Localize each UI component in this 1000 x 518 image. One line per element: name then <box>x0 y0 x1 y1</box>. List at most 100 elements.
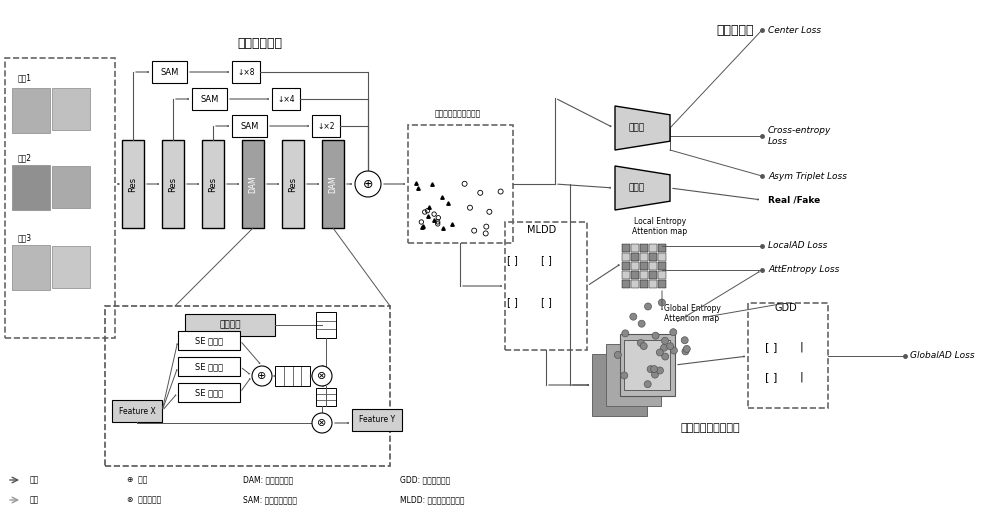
FancyBboxPatch shape <box>658 271 666 279</box>
FancyBboxPatch shape <box>640 253 648 261</box>
FancyBboxPatch shape <box>624 340 670 390</box>
FancyBboxPatch shape <box>185 314 275 336</box>
Polygon shape <box>615 166 670 210</box>
FancyBboxPatch shape <box>631 253 639 261</box>
Text: SAM: SAM <box>200 94 219 104</box>
Circle shape <box>681 337 688 344</box>
FancyBboxPatch shape <box>52 88 90 130</box>
Text: Cross-entropy
Loss: Cross-entropy Loss <box>768 126 831 146</box>
Text: DAM: DAM <box>248 175 258 193</box>
Text: Global Entropy
Attention map: Global Entropy Attention map <box>664 304 720 323</box>
FancyBboxPatch shape <box>640 280 648 288</box>
FancyBboxPatch shape <box>162 140 184 228</box>
Text: |: | <box>800 342 804 353</box>
FancyBboxPatch shape <box>620 334 675 396</box>
Text: 测试: 测试 <box>30 496 39 505</box>
Circle shape <box>621 372 628 379</box>
FancyBboxPatch shape <box>658 262 666 270</box>
Text: 分类器: 分类器 <box>629 183 645 193</box>
Text: ↓×2: ↓×2 <box>317 122 335 131</box>
FancyBboxPatch shape <box>272 88 300 110</box>
Text: [ ]: [ ] <box>541 297 551 307</box>
FancyBboxPatch shape <box>606 344 661 406</box>
Circle shape <box>645 303 652 310</box>
Text: [ ]: [ ] <box>765 372 777 382</box>
Circle shape <box>630 313 637 320</box>
Circle shape <box>637 339 644 347</box>
Circle shape <box>355 171 381 197</box>
Text: Feature Y: Feature Y <box>359 415 395 424</box>
Text: SAM: 空间注意力模块: SAM: 空间注意力模块 <box>243 496 297 505</box>
Text: Center Loss: Center Loss <box>768 25 821 35</box>
Circle shape <box>661 337 668 344</box>
Circle shape <box>647 366 654 372</box>
FancyBboxPatch shape <box>312 115 340 137</box>
Text: 多粒度特征对齐网络: 多粒度特征对齐网络 <box>680 423 740 433</box>
Text: |: | <box>800 372 804 382</box>
Text: 域注意力: 域注意力 <box>219 321 241 329</box>
FancyBboxPatch shape <box>649 244 657 252</box>
Text: ⊕: ⊕ <box>257 371 267 381</box>
FancyBboxPatch shape <box>649 271 657 279</box>
FancyBboxPatch shape <box>658 244 666 252</box>
Circle shape <box>662 353 669 360</box>
FancyBboxPatch shape <box>649 262 657 270</box>
Circle shape <box>638 320 645 327</box>
Text: 特征生成网络: 特征生成网络 <box>238 36 283 50</box>
Text: Local Entropy
Attention map: Local Entropy Attention map <box>632 217 688 236</box>
Text: 分类器: 分类器 <box>629 123 645 133</box>
Circle shape <box>651 366 658 372</box>
Text: SE 适配器: SE 适配器 <box>195 388 223 397</box>
FancyBboxPatch shape <box>631 280 639 288</box>
FancyBboxPatch shape <box>242 140 264 228</box>
Text: Asym Triplet Loss: Asym Triplet Loss <box>768 171 847 180</box>
Text: GDD: 全局域判别器: GDD: 全局域判别器 <box>400 476 450 484</box>
FancyBboxPatch shape <box>178 383 240 402</box>
Text: DAM: DAM <box>328 175 338 193</box>
Text: [ ]: [ ] <box>765 342 777 352</box>
FancyBboxPatch shape <box>622 262 630 270</box>
Text: [ ]: [ ] <box>507 255 517 265</box>
FancyBboxPatch shape <box>152 61 187 83</box>
FancyBboxPatch shape <box>658 280 666 288</box>
Circle shape <box>682 348 689 355</box>
Circle shape <box>622 330 629 337</box>
Circle shape <box>614 351 621 358</box>
FancyBboxPatch shape <box>631 271 639 279</box>
FancyBboxPatch shape <box>12 165 50 210</box>
FancyBboxPatch shape <box>232 115 267 137</box>
Text: ⊗: ⊗ <box>317 371 327 381</box>
Text: 英域1: 英域1 <box>18 73 32 82</box>
Text: GlobalAD Loss: GlobalAD Loss <box>910 352 975 361</box>
Circle shape <box>656 349 663 356</box>
Circle shape <box>640 342 647 350</box>
FancyBboxPatch shape <box>592 354 647 416</box>
FancyBboxPatch shape <box>202 140 224 228</box>
Circle shape <box>656 367 663 374</box>
FancyBboxPatch shape <box>52 166 90 208</box>
Polygon shape <box>615 106 670 150</box>
Text: [ ]: [ ] <box>507 297 517 307</box>
Text: SE 适配器: SE 适配器 <box>195 362 223 371</box>
FancyBboxPatch shape <box>192 88 227 110</box>
Circle shape <box>658 299 665 306</box>
Text: Res: Res <box>288 177 298 192</box>
FancyBboxPatch shape <box>622 253 630 261</box>
Text: MLDD: 多个局部域判别器: MLDD: 多个局部域判别器 <box>400 496 464 505</box>
Text: Res: Res <box>208 177 218 192</box>
Text: ⊕  连接: ⊕ 连接 <box>127 476 147 484</box>
Text: Real /Fake: Real /Fake <box>768 195 820 205</box>
FancyBboxPatch shape <box>178 331 240 350</box>
Text: 可选择域不变特征空间: 可选择域不变特征空间 <box>435 109 481 118</box>
FancyBboxPatch shape <box>122 140 144 228</box>
Circle shape <box>670 347 677 354</box>
Text: SAM: SAM <box>240 122 259 131</box>
FancyBboxPatch shape <box>52 246 90 288</box>
FancyBboxPatch shape <box>649 253 657 261</box>
Text: SE 适配器: SE 适配器 <box>195 336 223 345</box>
Text: ⊗  逐元素乘积: ⊗ 逐元素乘积 <box>127 496 161 505</box>
FancyBboxPatch shape <box>658 253 666 261</box>
Text: 训练: 训练 <box>30 476 39 484</box>
Text: DAM: 域适配器模块: DAM: 域适配器模块 <box>243 476 293 484</box>
FancyBboxPatch shape <box>622 244 630 252</box>
